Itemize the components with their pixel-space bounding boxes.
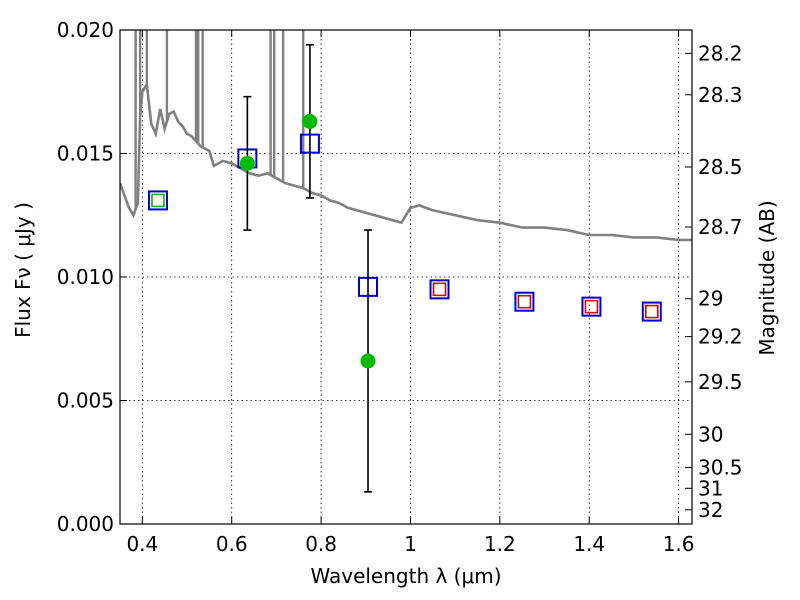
y2-tick-label: 28.7: [698, 215, 743, 239]
green-circle-point: [239, 155, 255, 171]
y2-tick-label: 28.3: [698, 83, 743, 107]
model-spectrum-line: [120, 80, 692, 242]
y-tick-label: 0.005: [57, 389, 114, 413]
y2-axis-label: Magnitude (AB): [755, 200, 779, 355]
green-circle-point: [302, 113, 318, 129]
red-square-point: [517, 294, 532, 309]
y2-tick-label: 32: [698, 498, 723, 522]
y2-tick-label: 29.5: [698, 370, 743, 394]
x-tick-label: 1: [404, 532, 417, 556]
blue-square-point: [641, 301, 662, 322]
blue-square-point: [429, 279, 450, 300]
y-tick-label: 0.000: [57, 512, 114, 536]
blue-square-point: [514, 291, 535, 312]
red-square-point: [644, 304, 659, 319]
red-square-point: [432, 282, 447, 297]
red-square-point: [584, 299, 599, 314]
blue-square-point: [581, 296, 602, 317]
x-tick-label: 0.4: [126, 532, 158, 556]
x-tick-label: 1.4: [573, 532, 605, 556]
y-tick-label: 0.020: [57, 18, 114, 42]
x-tick-label: 1.2: [484, 532, 516, 556]
y-tick-label: 0.015: [57, 142, 114, 166]
plot-area: [120, 30, 692, 493]
blue-square-point: [147, 190, 168, 211]
plot-frame: [119, 29, 693, 525]
axis-ticks: 0.4 0.6 0.8 1 1.2 1.4 1.6 0.000 0.005 0.010 0.015 0…: [57, 18, 743, 556]
y2-tick-label: 29: [698, 287, 723, 311]
y2-tick-label: 28.5: [698, 155, 743, 179]
x-axis-label: Wavelength λ (μm): [310, 564, 501, 588]
y-axis-label: Flux Fν ( μJy ): [11, 202, 35, 338]
y2-tick-label: 29.2: [698, 325, 743, 349]
y2-tick-label: 30: [698, 422, 723, 446]
y-tick-label: 0.010: [57, 265, 114, 289]
x-tick-label: 1.6: [663, 532, 695, 556]
grid-lines: [120, 29, 692, 525]
y2-tick-label: 31: [698, 476, 723, 500]
x-tick-label: 0.8: [305, 532, 337, 556]
y2-tick-label: 30.5: [698, 455, 743, 479]
green-square-point: [151, 193, 165, 208]
y2-tick-label: 28.2: [698, 41, 743, 65]
x-tick-label: 0.6: [216, 532, 248, 556]
green-circle-point: [360, 353, 376, 369]
